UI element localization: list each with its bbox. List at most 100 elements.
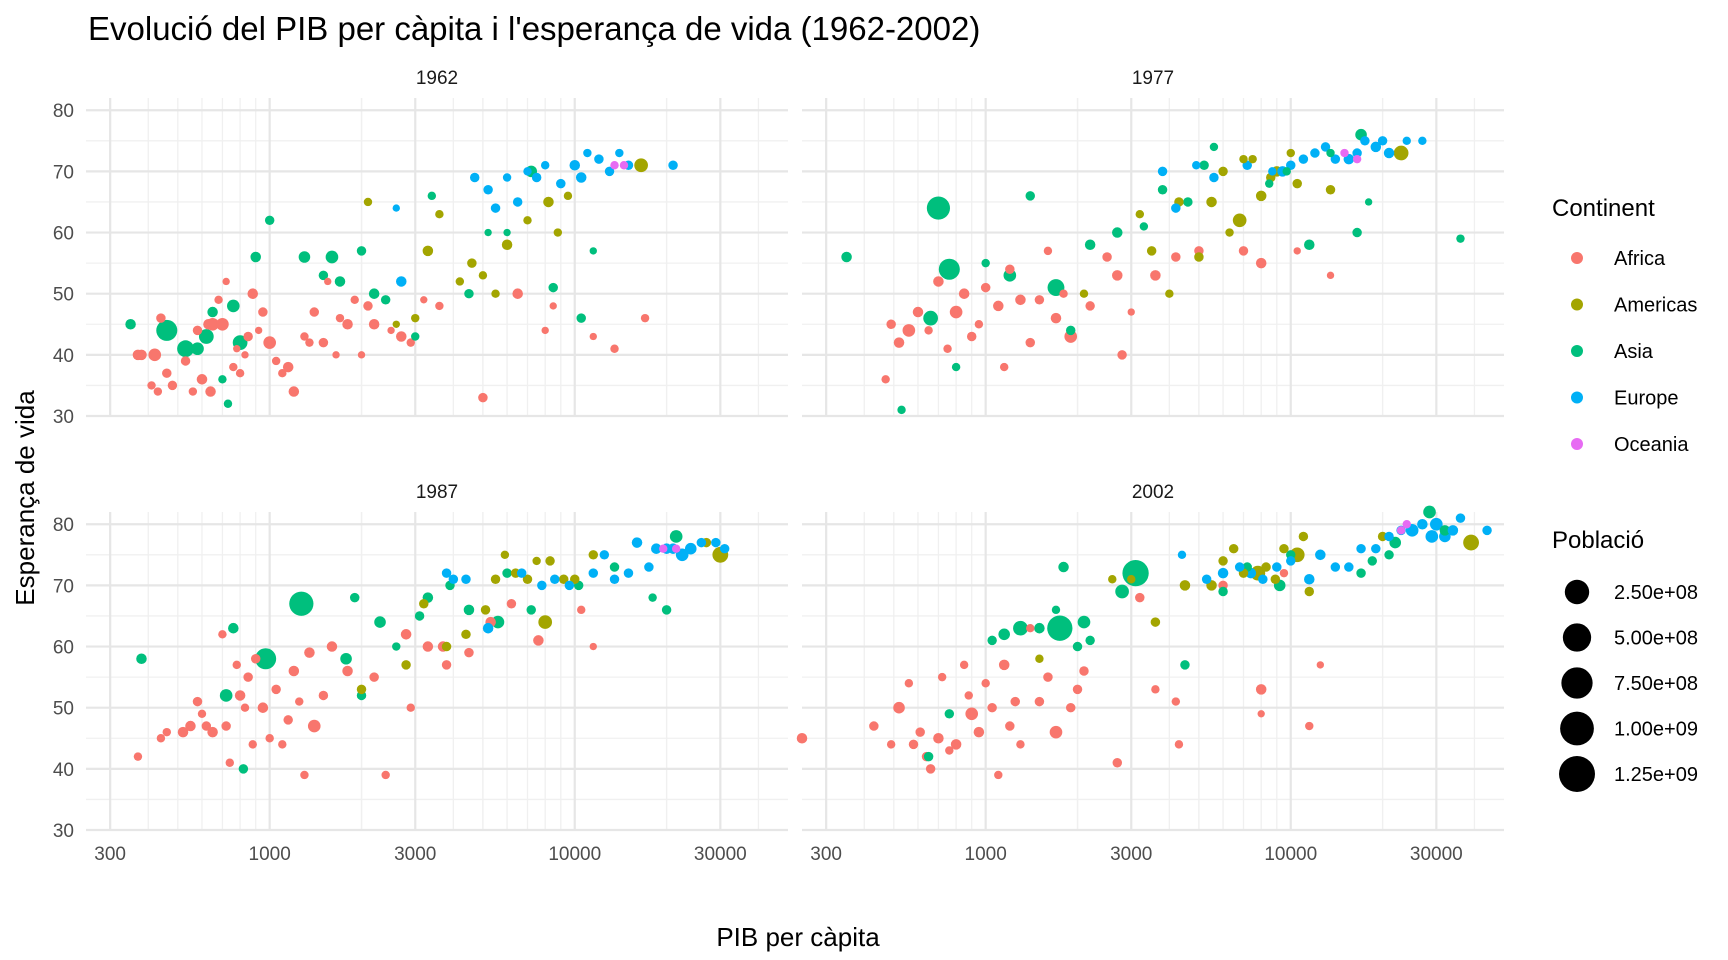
data-point-africa — [1025, 337, 1035, 348]
data-point-europe — [604, 166, 615, 177]
data-point-europe — [461, 574, 471, 585]
data-point-americas — [1393, 145, 1409, 161]
data-point-europe — [1304, 574, 1315, 585]
data-point-americas — [1135, 209, 1144, 219]
size-legend-label: 2.50e+08 — [1614, 582, 1698, 604]
data-point-africa — [229, 362, 238, 372]
data-point-asia — [1122, 559, 1149, 587]
x-tick-label: 30000 — [694, 844, 747, 865]
data-point-asia — [998, 628, 1010, 641]
data-point-africa — [192, 696, 203, 707]
data-point-asia — [981, 258, 990, 268]
data-point-asia — [1326, 148, 1335, 158]
data-point-americas — [478, 271, 488, 280]
data-point-africa — [512, 288, 523, 299]
data-point-europe — [696, 537, 707, 548]
data-point-africa — [188, 387, 198, 396]
data-point-europe — [599, 550, 610, 560]
data-point-asia — [255, 648, 277, 670]
data-point-africa — [406, 338, 415, 347]
data-point-americas — [1035, 654, 1044, 663]
data-point-africa — [943, 344, 952, 353]
data-point-americas — [480, 605, 491, 615]
data-point-europe — [1330, 154, 1341, 164]
data-point-americas — [1298, 531, 1309, 542]
data-point-asia — [1367, 556, 1378, 566]
data-point-asia — [938, 258, 960, 280]
data-point-europe — [615, 148, 624, 158]
data-point-africa — [993, 300, 1004, 312]
data-point-africa — [222, 277, 230, 286]
data-point-africa — [232, 660, 241, 670]
data-point-asia — [334, 276, 346, 287]
data-point-africa — [368, 319, 380, 330]
legend-label-africa: Africa — [1614, 248, 1666, 270]
data-point-asia — [1047, 615, 1073, 641]
data-point-africa — [881, 375, 890, 384]
data-point-africa — [1034, 696, 1045, 707]
data-point-africa — [221, 721, 231, 731]
data-point-africa — [1065, 702, 1076, 713]
data-point-africa — [257, 702, 269, 713]
data-point-africa — [994, 770, 1003, 780]
data-point-americas — [558, 574, 569, 585]
data-point-asia — [427, 191, 437, 201]
data-point-africa — [925, 764, 936, 774]
data-point-africa — [225, 758, 234, 767]
data-point-americas — [467, 258, 477, 268]
data-point-africa — [1085, 301, 1095, 311]
data-point-asia — [576, 313, 586, 323]
x-tick-label: 300 — [94, 844, 126, 865]
data-point-asia — [1183, 197, 1193, 207]
data-point-africa — [295, 697, 304, 706]
data-point-africa — [254, 326, 263, 335]
data-point-africa — [1255, 257, 1267, 269]
data-point-europe — [1272, 562, 1282, 572]
data-point-asia — [503, 228, 511, 237]
data-point-europe — [1286, 556, 1296, 566]
data-point-africa — [162, 727, 172, 737]
data-point-africa — [1016, 740, 1025, 749]
data-point-africa — [192, 325, 203, 336]
y-tick-label: 70 — [53, 576, 74, 597]
data-point-americas — [523, 216, 532, 225]
data-point-africa — [886, 740, 896, 749]
data-point-oceania — [671, 544, 681, 553]
data-point-asia — [1439, 525, 1451, 536]
data-point-asia — [484, 228, 492, 237]
data-point-africa — [1293, 247, 1301, 255]
data-point-americas — [532, 556, 541, 566]
data-point-asia — [318, 270, 329, 281]
data-point-africa — [203, 319, 214, 330]
data-point-africa — [1072, 684, 1083, 695]
data-point-africa — [243, 672, 253, 682]
data-point-africa — [363, 301, 373, 311]
data-point-africa — [214, 295, 223, 305]
data-point-africa — [357, 351, 366, 359]
data-point-africa — [318, 337, 329, 348]
data-point-africa — [915, 727, 925, 737]
data-point-asia — [298, 251, 311, 263]
data-point-europe — [512, 197, 523, 207]
data-point-asia — [1180, 660, 1190, 670]
data-point-asia — [463, 604, 475, 616]
data-point-africa — [233, 345, 241, 353]
data-point-africa — [987, 702, 997, 713]
data-point-europe — [1418, 136, 1427, 146]
data-point-americas — [553, 228, 563, 237]
data-point-africa — [136, 349, 147, 361]
data-point-africa — [1112, 757, 1123, 768]
data-point-africa — [924, 326, 933, 335]
data-point-asia — [191, 342, 204, 356]
data-point-africa — [999, 362, 1009, 372]
data-point-europe — [1320, 142, 1331, 152]
x-tick-label: 1000 — [249, 844, 291, 865]
data-point-europe — [396, 276, 407, 287]
facet-panel-1987: 1987 30 40 50 60 70 80 300 1000 3000 10000 30000 — [53, 482, 788, 865]
data-point-americas — [1228, 543, 1239, 554]
y-tick-label: 60 — [53, 638, 74, 659]
data-point-africa — [893, 337, 905, 348]
data-point-asia — [1364, 198, 1373, 206]
data-point-africa — [258, 307, 268, 317]
data-point-asia — [340, 652, 352, 665]
